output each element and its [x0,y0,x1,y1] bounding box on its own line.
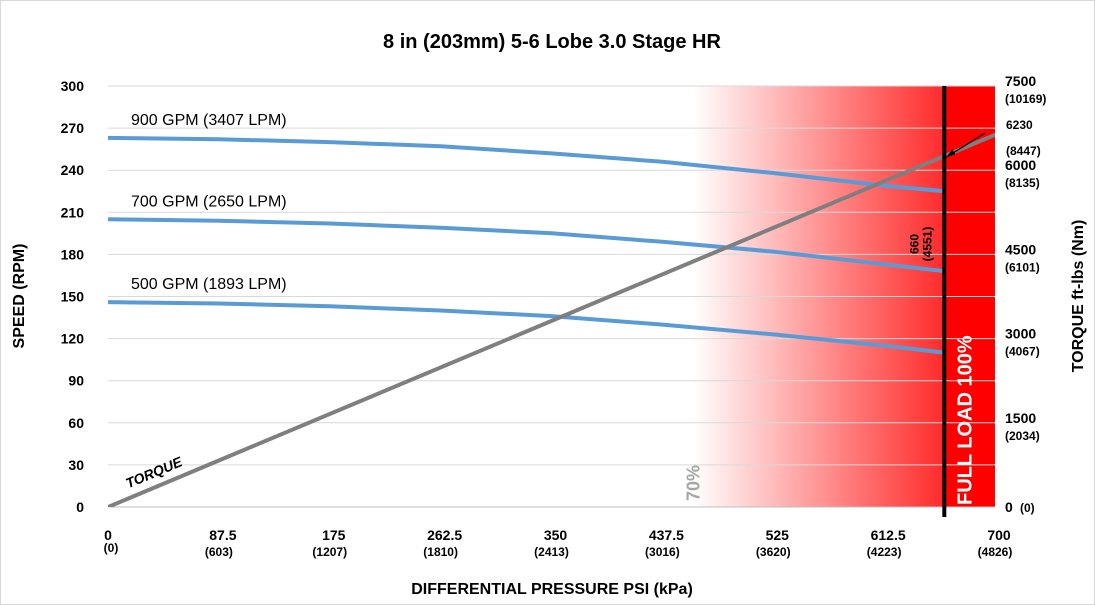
x-tick-label: 700 [987,527,1011,543]
x-tick-sub: (1810) [423,545,458,559]
y-tick-label: 30 [68,457,84,473]
y2-tick-label: 4500 [1005,241,1036,257]
y-tick-label: 270 [61,120,85,136]
y-tick-label: 180 [61,246,85,262]
speed-series-line-1 [108,217,947,274]
x-tick-sub: (603) [205,545,233,559]
x-tick-sub: (3016) [645,545,680,559]
x-tick-label: 350 [544,527,568,543]
speed-series-label-1: 700 GPM (2650 LPM) [131,193,287,210]
torque-callout-value: 6230 [1006,118,1033,132]
x-tick-label: 437.5 [649,527,684,543]
speed-series-label-0: 900 GPM (3407 LPM) [131,112,287,129]
y2-tick-sub: (8135) [1005,176,1040,190]
x-tick-label: 0 [104,527,112,543]
y-tick-label: 120 [61,331,85,347]
pct70-label: 70% [683,465,703,501]
speed-series [108,135,947,355]
y-tick-label: 300 [61,78,85,94]
torque-callout-arrow [946,149,956,158]
x-axis-title: DIFFERENTIAL PRESSURE PSI (kPa) [411,581,693,598]
y2-tick-sub: (10169) [1005,92,1046,106]
x-tick-sub: (3620) [756,545,791,559]
x-tick-sub: (2413) [534,545,569,559]
gridlines [108,85,995,508]
y2-tick-sub: (6101) [1005,260,1040,274]
x-tick-label: 612.5 [871,527,906,543]
y2-tick-label: 6000 [1005,157,1036,173]
y-tick-label: 240 [61,162,85,178]
x-tick-label: 525 [766,527,790,543]
full-load-x-value-sub: (4551) [920,227,934,262]
x-tick-sub: (4223) [867,545,902,559]
full-load-x-annotation: 660 (4551) [907,227,934,262]
y2-tick-label: 3000 [1005,326,1036,342]
speed-series-line-2 [108,300,947,355]
x-tick-label: 87.5 [209,527,236,543]
y-tick-label: 210 [61,204,85,220]
speed-series-label-2: 500 GPM (1893 LPM) [131,276,287,293]
full-load-label: FULL LOAD 100% [954,335,976,505]
full-load-x-value: 660 [907,234,921,254]
y2-tick-label: 0 [1005,499,1013,515]
y2-axis-title: TORQUE ft-lbs (Nm) [1070,220,1087,373]
y2-tick-sub: (4067) [1005,345,1040,359]
x-tick-label: 262.5 [427,527,462,543]
x-tick-label: 175 [322,527,346,543]
y2-tick-label: 7500 [1005,73,1036,89]
y-tick-label: 0 [76,499,84,515]
y2-tick-label: 1500 [1005,410,1036,426]
x-tick-sub: (4826) [978,545,1013,559]
torque-callout-value-sub: (8447) [1006,144,1041,158]
chart-title: 8 in (203mm) 5-6 Lobe 3.0 Stage HR [383,31,721,53]
x-tick-sub: (1207) [312,545,347,559]
y2-tick-sub: (2034) [1005,429,1040,443]
torque-series [108,132,995,507]
x-tick-sub: (0) [104,541,119,555]
y-tick-label: 60 [68,415,84,431]
y-axis-title: SPEED (RPM) [11,244,28,349]
torque-line [108,132,995,507]
speed-series-line-0 [108,135,947,194]
y-tick-label: 150 [61,289,85,305]
y-tick-label: 90 [68,373,84,389]
y2-tick-sub: (0) [1020,501,1035,515]
